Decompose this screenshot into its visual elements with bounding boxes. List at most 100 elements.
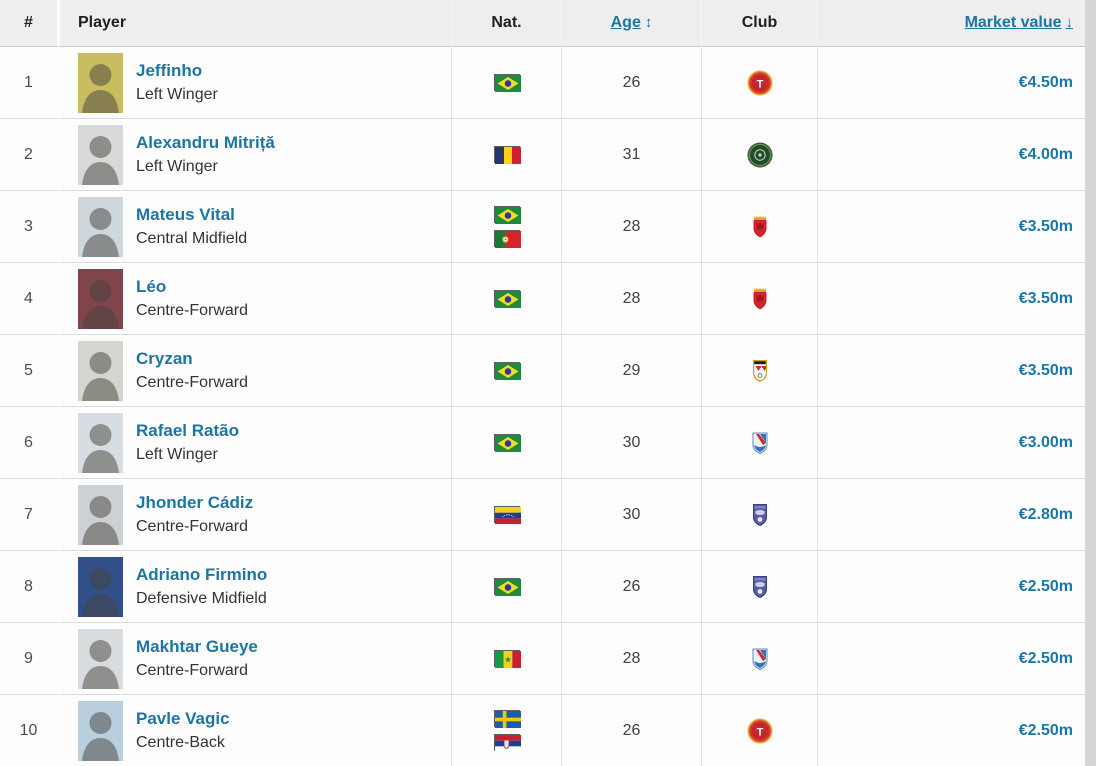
player-position: Central Midfield	[136, 229, 248, 247]
club-badge-icon[interactable]	[746, 501, 774, 529]
person-silhouette-icon	[82, 567, 119, 617]
flag-brazil-icon	[493, 74, 521, 92]
player-photo[interactable]	[78, 628, 123, 689]
nationality-flags	[452, 578, 561, 596]
flag-senegal-icon	[493, 650, 521, 668]
market-value: €3.50m	[818, 191, 1085, 263]
player-name-link[interactable]: Léo	[136, 277, 167, 297]
person-silhouette-icon	[82, 279, 119, 329]
player-age: 30	[562, 407, 702, 479]
person-silhouette-icon	[82, 207, 119, 257]
player-photo[interactable]	[78, 700, 123, 761]
flag-brazil-icon	[493, 206, 521, 224]
market-value: €2.50m	[818, 623, 1085, 695]
player-rank: 7	[0, 479, 60, 551]
player-name-link[interactable]: Pavle Vagic	[136, 709, 230, 729]
player-rank: 10	[0, 695, 60, 766]
person-silhouette-icon	[82, 639, 119, 689]
market-value: €2.50m	[818, 551, 1085, 623]
player-age: 26	[562, 695, 702, 766]
player-name-link[interactable]: Alexandru Mitriță	[136, 133, 275, 153]
flag-brazil-icon	[493, 290, 521, 308]
club-badge-icon[interactable]	[746, 573, 774, 601]
club-badge-icon[interactable]: T	[746, 717, 774, 745]
player-position: Centre-Forward	[136, 301, 249, 319]
player-name-link[interactable]: Jeffinho	[136, 61, 203, 81]
flag-brazil-icon	[493, 434, 521, 452]
header-rank: #	[0, 0, 60, 47]
sort-desc-icon: ↓	[1065, 14, 1074, 31]
table-row: 7 Jhonder Cádiz Centre-Forward 30 €2.80m	[0, 479, 1085, 551]
player-age: 26	[562, 551, 702, 623]
player-rank: 5	[0, 335, 60, 407]
nationality-flags	[452, 290, 561, 308]
player-position: Left Winger	[136, 157, 218, 175]
club-badge-icon[interactable]	[746, 429, 774, 457]
player-photo[interactable]	[78, 52, 123, 113]
player-age: 29	[562, 335, 702, 407]
player-name-link[interactable]: Cryzan	[136, 349, 193, 369]
player-age: 28	[562, 263, 702, 335]
club-badge-icon[interactable]: T	[746, 69, 774, 97]
table-row: 8 Adriano Firmino Defensive Midfield 26 …	[0, 551, 1085, 623]
market-value: €4.50m	[818, 47, 1085, 119]
flag-serbia-icon	[493, 734, 521, 752]
market-value: €2.50m	[818, 695, 1085, 766]
flag-brazil-icon	[493, 362, 521, 380]
player-rank: 3	[0, 191, 60, 263]
person-silhouette-icon	[82, 711, 119, 761]
player-age: 30	[562, 479, 702, 551]
player-name-link[interactable]: Mateus Vital	[136, 205, 235, 225]
table-row: 6 Rafael Ratão Left Winger 30 €3.00m	[0, 407, 1085, 479]
person-silhouette-icon	[82, 351, 119, 401]
nationality-flags	[452, 206, 561, 248]
nationality-flags	[452, 710, 561, 752]
flag-romania-icon	[493, 146, 521, 164]
header-market-value-sort[interactable]: Market value ↓	[818, 0, 1085, 47]
table-header: # Player Nat. Age ↕ Club Market value ↓	[0, 0, 1085, 47]
player-age: 26	[562, 47, 702, 119]
flag-venezuela-icon	[493, 506, 521, 524]
club-badge-icon[interactable]	[746, 213, 774, 241]
player-name-link[interactable]: Rafael Ratão	[136, 421, 239, 441]
player-rank: 8	[0, 551, 60, 623]
player-position: Centre-Back	[136, 733, 225, 751]
player-age: 28	[562, 623, 702, 695]
player-position: Left Winger	[136, 445, 218, 463]
club-badge-icon[interactable]	[746, 645, 774, 673]
market-value: €3.00m	[818, 407, 1085, 479]
player-photo[interactable]	[78, 124, 123, 185]
flag-sweden-icon	[493, 710, 521, 728]
player-photo[interactable]	[78, 412, 123, 473]
player-position: Defensive Midfield	[136, 589, 267, 607]
table-row: 1 Jeffinho Left Winger 26 T €4.50m	[0, 47, 1085, 119]
player-photo[interactable]	[78, 268, 123, 329]
sort-both-icon: ↕	[644, 14, 653, 31]
market-value: €2.80m	[818, 479, 1085, 551]
svg-text:T: T	[756, 78, 763, 90]
table-row: 5 Cryzan Centre-Forward 29 €3.50m	[0, 335, 1085, 407]
table-row: 4 Léo Centre-Forward 28 €3.50m	[0, 263, 1085, 335]
player-age: 28	[562, 191, 702, 263]
market-value: €4.00m	[818, 119, 1085, 191]
svg-text:T: T	[756, 726, 763, 738]
vertical-scrollbar[interactable]	[1085, 0, 1096, 766]
player-photo[interactable]	[78, 340, 123, 401]
player-photo[interactable]	[78, 484, 123, 545]
player-rank: 1	[0, 47, 60, 119]
player-name-link[interactable]: Adriano Firmino	[136, 565, 268, 585]
club-badge-icon[interactable]	[746, 285, 774, 313]
club-badge-icon[interactable]	[746, 141, 774, 169]
nationality-flags	[452, 362, 561, 380]
player-name-link[interactable]: Jhonder Cádiz	[136, 493, 254, 513]
table-row: 2 Alexandru Mitriță Left Winger 31 €4.00…	[0, 119, 1085, 191]
player-photo[interactable]	[78, 556, 123, 617]
person-silhouette-icon	[82, 495, 119, 545]
header-age-sort[interactable]: Age ↕	[562, 0, 702, 47]
person-silhouette-icon	[82, 423, 119, 473]
player-name-link[interactable]: Makhtar Gueye	[136, 637, 258, 657]
club-badge-icon[interactable]	[746, 357, 774, 385]
player-photo[interactable]	[78, 196, 123, 257]
